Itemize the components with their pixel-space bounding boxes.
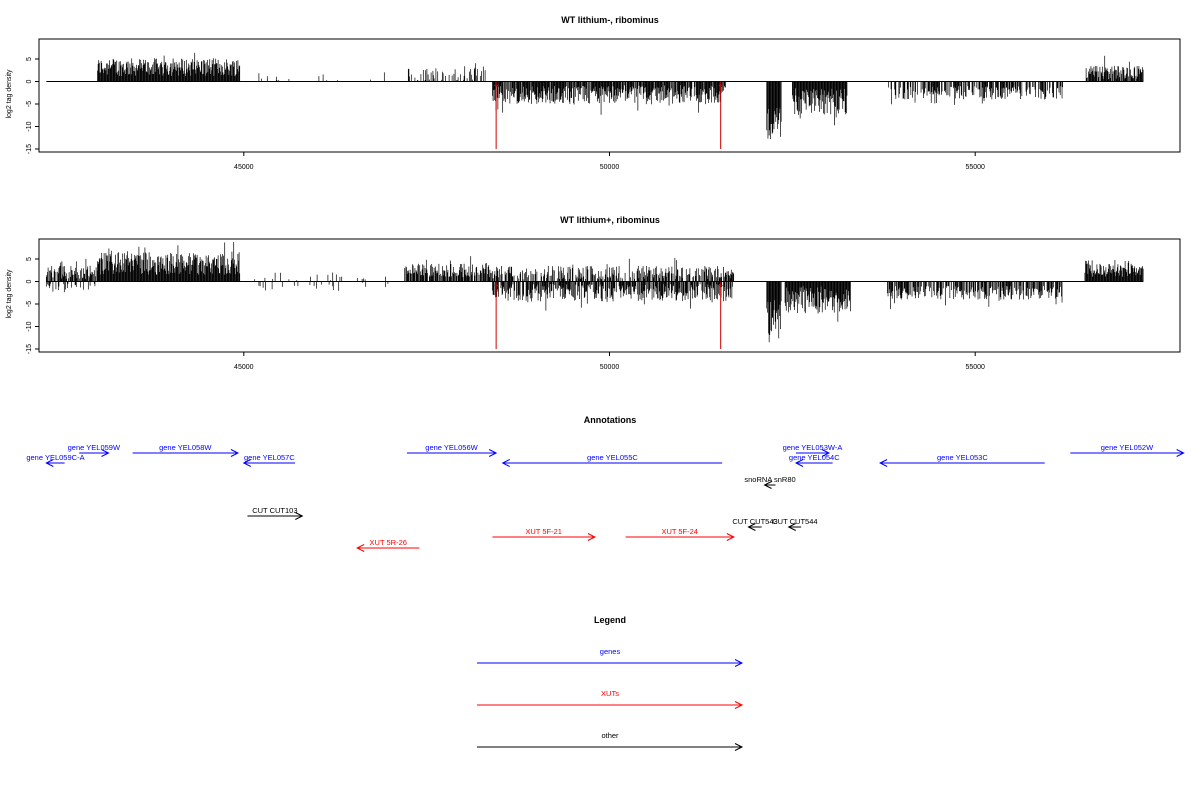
feature-arrowhead xyxy=(230,449,240,457)
x-tick-label: 50000 xyxy=(600,364,620,371)
highlight-spikes xyxy=(494,81,723,149)
feature-XUTs: XUT 5F-24 xyxy=(625,527,735,541)
legend-item: genes xyxy=(477,647,744,667)
track-title: WT lithium-, ribominus xyxy=(561,15,659,25)
y-axis-label: log2 tag density xyxy=(6,69,13,119)
feature-arrowhead xyxy=(295,512,304,520)
legend-title: Legend xyxy=(594,615,626,625)
feature-genes: gene YEL059W xyxy=(68,443,121,457)
y-tick-label: 5 xyxy=(26,257,33,261)
x-tick-label: 45000 xyxy=(234,364,254,371)
legend-item: other xyxy=(477,731,744,751)
legend-arrowhead xyxy=(734,659,744,667)
feature-arrowhead xyxy=(726,533,735,541)
x-axis: 45000 50000 55000 xyxy=(234,352,985,371)
bar-series xyxy=(97,52,1144,140)
feature-label: gene YEL054C xyxy=(789,453,840,462)
legend-item: XUTs xyxy=(477,689,744,709)
y-tick-label: 0 xyxy=(26,79,33,83)
feature-arrowhead xyxy=(821,449,831,457)
feature-label: CUT CUT103 xyxy=(252,506,297,515)
y-axis-label: log2 tag density xyxy=(6,269,13,319)
feature-arrowhead xyxy=(879,459,888,467)
highlight-spikes xyxy=(494,281,723,349)
x-tick-label: 55000 xyxy=(965,364,985,371)
x-tick-label: 55000 xyxy=(965,164,985,171)
y-tick-label: -10 xyxy=(26,321,33,331)
legend: Legend genes XUTs other xyxy=(477,615,744,751)
track-title: WT lithium+, ribominus xyxy=(560,215,660,225)
legend-items: genes XUTs other xyxy=(477,647,744,751)
feature-arrowhead xyxy=(356,544,365,552)
track-panel-lithium-plus: WT lithium+, ribominus log2 tag density … xyxy=(6,215,1181,371)
y-tick-label: -5 xyxy=(26,301,33,307)
legend-label: other xyxy=(601,731,619,740)
legend-arrowhead xyxy=(734,701,744,709)
feature-label: CUT CUT544 xyxy=(772,517,817,526)
feature-label: XUT 5R-26 xyxy=(370,538,407,547)
y-tick-label: -15 xyxy=(26,344,33,354)
legend-label: genes xyxy=(600,647,621,656)
feature-label: XUT 5F-24 xyxy=(661,527,698,536)
y-axis: -15 -10 -5 0 5 xyxy=(26,57,39,154)
feature-label: gene YEL055C xyxy=(587,453,638,462)
feature-genes: gene YEL054C xyxy=(789,453,840,467)
x-tick-label: 50000 xyxy=(600,164,620,171)
feature-XUTs: XUT 5R-26 xyxy=(356,538,420,552)
x-axis: 45000 50000 55000 xyxy=(234,152,985,171)
feature-label: gene YEL058W xyxy=(159,443,212,452)
track-panel-lithium-minus: WT lithium-, ribominus log2 tag density … xyxy=(6,15,1181,171)
legend-arrowhead xyxy=(734,743,744,751)
legend-label: XUTs xyxy=(601,689,619,698)
feature-label: gene YEL056W xyxy=(425,443,478,452)
feature-arrowhead xyxy=(242,459,252,467)
feature-genes: gene YEL057C xyxy=(242,453,295,467)
feature-arrowhead xyxy=(45,459,54,467)
feature-label: gene YEL053C xyxy=(937,453,988,462)
feature-arrowhead xyxy=(501,459,510,467)
feature-other: CUT CUT543 xyxy=(732,517,778,531)
feature-XUTs: XUT 5F-21 xyxy=(492,527,596,541)
feature-arrowhead xyxy=(1176,449,1185,457)
bar-series xyxy=(45,242,1144,343)
feature-genes: gene YEL055C xyxy=(501,453,723,467)
y-tick-label: -5 xyxy=(26,101,33,107)
y-axis: -15 -10 -5 0 5 xyxy=(26,257,39,354)
feature-genes: gene YEL059C-A xyxy=(26,453,85,467)
annotations-title: Annotations xyxy=(584,415,637,425)
feature-label: gene YEL052W xyxy=(1101,443,1154,452)
y-tick-label: -10 xyxy=(26,121,33,131)
feature-arrowhead xyxy=(101,449,110,457)
feature-other: snoRNA snR80 xyxy=(744,475,796,489)
feature-other: CUT CUT544 xyxy=(772,517,818,531)
feature-label: gene YEL059W xyxy=(68,443,121,452)
feature-label: gene YEL057C xyxy=(244,453,295,462)
feature-other: CUT CUT103 xyxy=(247,506,304,520)
feature-genes: gene YEL052W xyxy=(1070,443,1185,457)
y-tick-label: 0 xyxy=(26,279,33,283)
y-tick-label: 5 xyxy=(26,57,33,61)
feature-arrowhead xyxy=(787,523,796,531)
feature-genes: gene YEL053C xyxy=(879,453,1045,467)
y-tick-label: -15 xyxy=(26,144,33,154)
feature-arrowhead xyxy=(794,459,804,467)
feature-label: gene YEL059C-A xyxy=(26,453,84,462)
feature-genes: gene YEL053W-A xyxy=(783,443,843,457)
feature-label: XUT 5F-21 xyxy=(525,527,562,536)
feature-arrowhead xyxy=(587,533,596,541)
feature-genes: gene YEL056W xyxy=(406,443,498,457)
x-tick-label: 45000 xyxy=(234,164,254,171)
feature-arrowhead xyxy=(488,449,498,457)
feature-label: snoRNA snR80 xyxy=(744,475,795,484)
feature-label: gene YEL053W-A xyxy=(783,443,843,452)
feature-arrowhead xyxy=(747,523,756,531)
feature-arrowhead xyxy=(763,481,772,489)
feature-genes: gene YEL058W xyxy=(132,443,240,457)
feature-label: CUT CUT543 xyxy=(732,517,777,526)
